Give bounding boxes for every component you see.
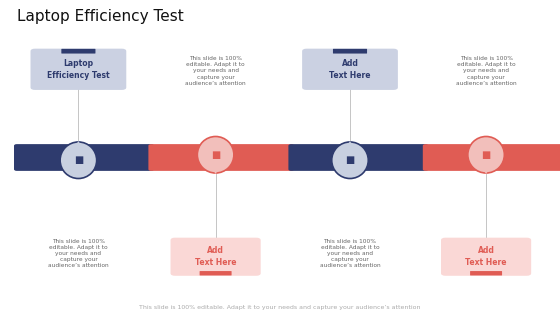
Ellipse shape xyxy=(332,142,368,179)
Text: Laptop
Efficiency Test: Laptop Efficiency Test xyxy=(47,59,110,80)
Ellipse shape xyxy=(468,136,505,173)
Text: This slide is 100%
editable. Adapt it to
your needs and
capture your
audience’s : This slide is 100% editable. Adapt it to… xyxy=(320,239,380,268)
FancyBboxPatch shape xyxy=(148,144,294,171)
Polygon shape xyxy=(344,141,356,151)
Text: ■: ■ xyxy=(74,155,83,165)
Ellipse shape xyxy=(60,142,97,179)
FancyBboxPatch shape xyxy=(441,238,531,276)
FancyBboxPatch shape xyxy=(14,144,154,171)
Ellipse shape xyxy=(197,136,234,173)
Text: Laptop Efficiency Test: Laptop Efficiency Test xyxy=(17,9,184,25)
FancyBboxPatch shape xyxy=(62,49,95,54)
FancyBboxPatch shape xyxy=(470,271,502,275)
Polygon shape xyxy=(209,164,222,174)
FancyBboxPatch shape xyxy=(302,49,398,90)
FancyBboxPatch shape xyxy=(288,144,428,171)
Text: This slide is 100%
editable. Adapt it to
your needs and
capture your
audience’s : This slide is 100% editable. Adapt it to… xyxy=(48,239,109,268)
FancyBboxPatch shape xyxy=(423,144,560,171)
Text: Add
Text Here: Add Text Here xyxy=(465,246,507,267)
Text: Add
Text Here: Add Text Here xyxy=(329,59,371,80)
Text: ■: ■ xyxy=(211,150,220,160)
FancyBboxPatch shape xyxy=(199,271,232,275)
Polygon shape xyxy=(72,141,85,151)
Text: This slide is 100%
editable. Adapt it to
your needs and
capture your
audience’s : This slide is 100% editable. Adapt it to… xyxy=(456,56,516,86)
Text: Add
Text Here: Add Text Here xyxy=(195,246,236,267)
Text: ■: ■ xyxy=(346,155,354,165)
FancyBboxPatch shape xyxy=(31,49,127,90)
FancyBboxPatch shape xyxy=(333,49,367,54)
Text: This slide is 100%
editable. Adapt it to
your needs and
capture your
audience’s : This slide is 100% editable. Adapt it to… xyxy=(185,56,246,86)
FancyBboxPatch shape xyxy=(170,238,261,276)
Text: This slide is 100% editable. Adapt it to your needs and capture your audience’s : This slide is 100% editable. Adapt it to… xyxy=(139,305,421,310)
Polygon shape xyxy=(480,164,492,174)
Text: ■: ■ xyxy=(482,150,491,160)
